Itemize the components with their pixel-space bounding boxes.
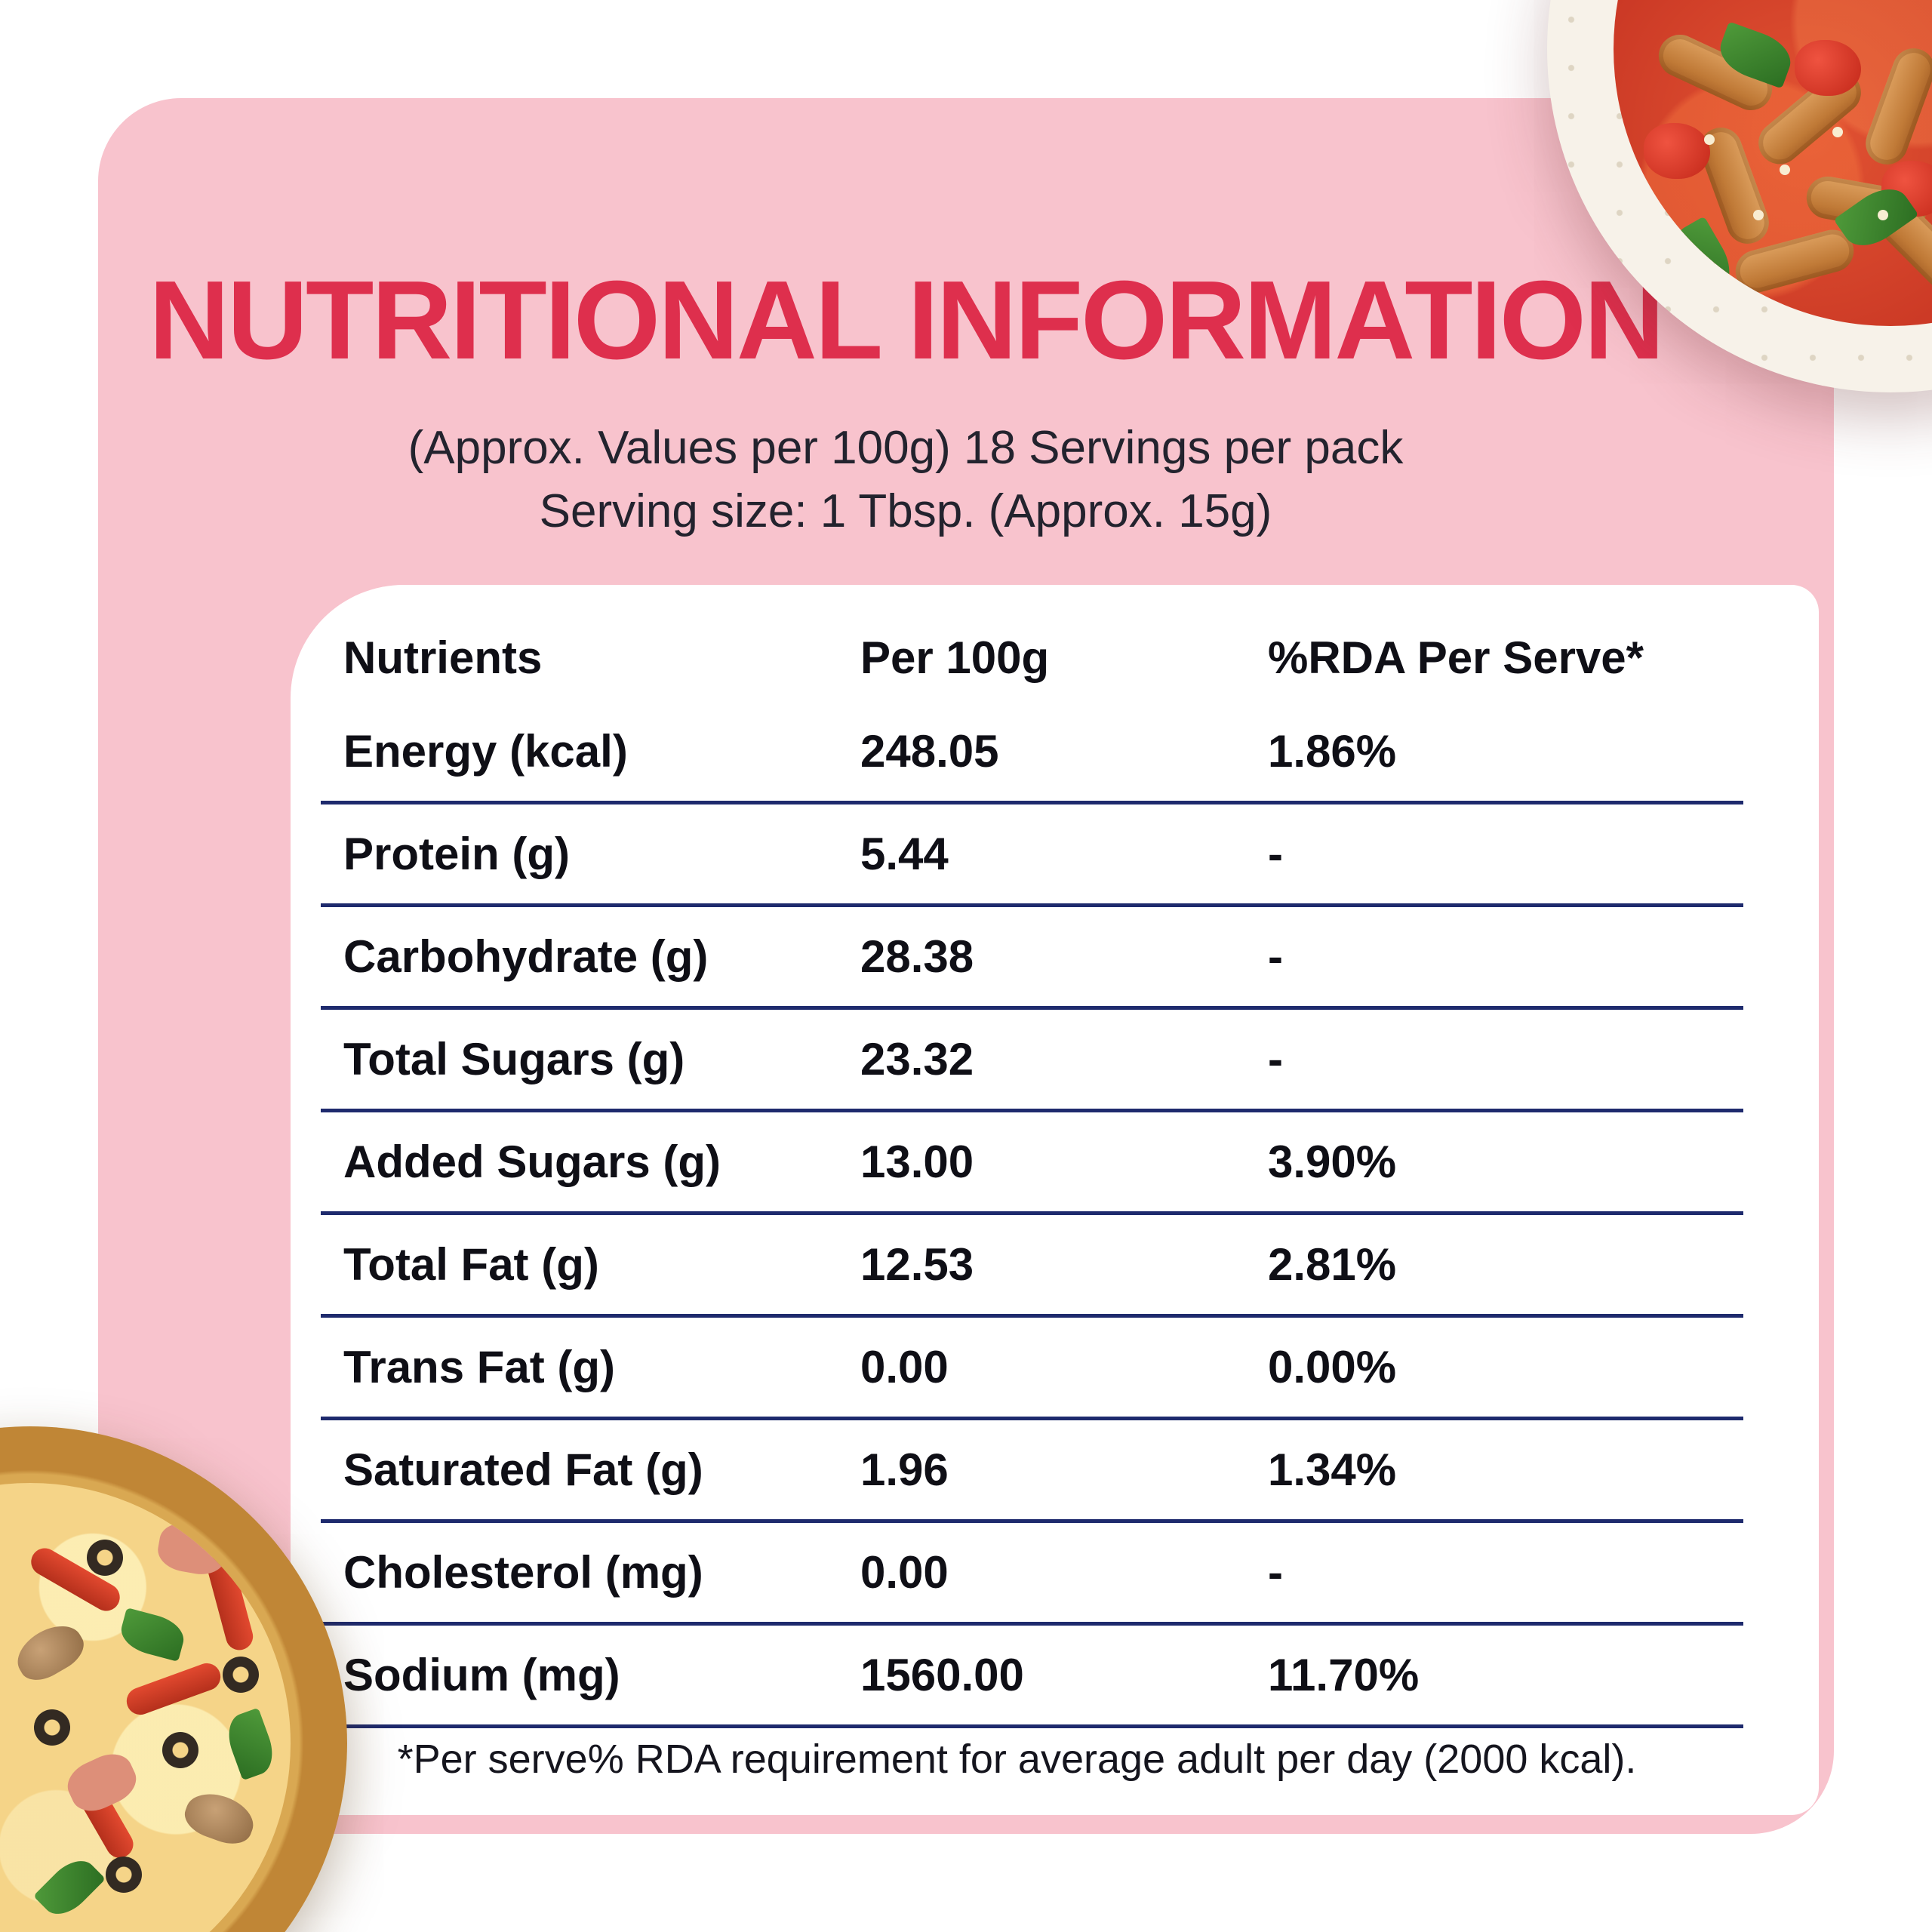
basil-leaf: [116, 1607, 189, 1662]
parmesan-speck: [1832, 127, 1843, 137]
nutrient-name-cell: Energy (kcal): [343, 726, 628, 777]
subtitle-line1: (Approx. Values per 100g) 18 Servings pe…: [408, 422, 1404, 474]
column-header-nutrients: Nutrients: [343, 632, 543, 683]
table-row: Sodium (mg) 1560.00 11.70%: [321, 1626, 1743, 1728]
tomato-chunk: [1795, 40, 1861, 96]
header: NUTRITIONAL INFORMATION (Approx. Values …: [113, 257, 1698, 543]
per-100g-cell: 23.32: [860, 1034, 974, 1084]
per-100g-cell: 12.53: [860, 1239, 974, 1290]
rda-cell: 0.00%: [1268, 1342, 1397, 1392]
nutrient-name-cell: Sodium (mg): [343, 1650, 620, 1700]
rda-cell: 11.70%: [1268, 1650, 1420, 1700]
pizza-base: [0, 1483, 291, 1932]
parmesan-speck: [1780, 165, 1790, 175]
rda-cell: -: [1268, 1034, 1283, 1084]
black-olive: [223, 1657, 259, 1693]
rda-cell: 1.34%: [1268, 1444, 1397, 1495]
table-header-row: Nutrients Per 100g %RDA Per Serve*: [321, 613, 1743, 702]
per-100g-cell: 5.44: [860, 829, 949, 879]
ham-chunk: [60, 1746, 143, 1820]
per-100g-cell: 0.00: [860, 1547, 949, 1598]
nutrient-name-cell: Protein (g): [343, 829, 570, 879]
column-header-rda-per-serve: %RDA Per Serve*: [1268, 632, 1644, 683]
rda-cell: -: [1268, 1547, 1283, 1598]
penne-piece: [1860, 42, 1932, 171]
table-row: Trans Fat (g) 0.00 0.00%: [321, 1318, 1743, 1420]
black-olive: [87, 1540, 123, 1576]
basil-leaf: [32, 1850, 106, 1924]
nutrition-table: Nutrients Per 100g %RDA Per Serve* Energ…: [321, 613, 1743, 1728]
table-row: Total Fat (g) 12.53 2.81%: [321, 1215, 1743, 1318]
parmesan-speck: [1753, 210, 1764, 220]
per-100g-cell: 0.00: [860, 1342, 949, 1392]
per-100g-cell: 1.96: [860, 1444, 949, 1495]
table-row: Saturated Fat (g) 1.96 1.34%: [321, 1420, 1743, 1523]
table-row: Carbohydrate (g) 28.38 -: [321, 907, 1743, 1010]
table-row: Energy (kcal) 248.05 1.86%: [321, 702, 1743, 804]
nutrient-name-cell: Added Sugars (g): [343, 1137, 721, 1187]
pasta-food: [1614, 0, 1932, 326]
per-100g-cell: 1560.00: [860, 1650, 1024, 1700]
rda-cell: 3.90%: [1268, 1137, 1397, 1187]
table-row: Protein (g) 5.44 -: [321, 804, 1743, 907]
page-title: NUTRITIONAL INFORMATION: [149, 258, 1665, 383]
rda-cell: 1.86%: [1268, 726, 1397, 777]
rda-cell: 2.81%: [1268, 1239, 1397, 1290]
per-100g-cell: 28.38: [860, 931, 974, 982]
table-row: Total Sugars (g) 23.32 -: [321, 1010, 1743, 1112]
per-100g-cell: 248.05: [860, 726, 999, 777]
nutrient-name-cell: Saturated Fat (g): [343, 1444, 703, 1495]
nutrient-name-cell: Total Fat (g): [343, 1239, 599, 1290]
pepper-strip: [122, 1659, 225, 1719]
parmesan-speck: [1878, 210, 1888, 220]
nutrient-name-cell: Cholesterol (mg): [343, 1547, 703, 1598]
subtitle-line2: Serving size: 1 Tbsp. (Approx. 15g): [539, 485, 1272, 537]
black-olive: [106, 1857, 142, 1893]
table-row: Cholesterol (mg) 0.00 -: [321, 1523, 1743, 1626]
nutrient-name-cell: Carbohydrate (g): [343, 931, 709, 982]
mushroom-slice: [179, 1786, 260, 1850]
nutrient-name-cell: Trans Fat (g): [343, 1342, 616, 1392]
table-panel: [291, 585, 1819, 1815]
table-row: Added Sugars (g) 13.00 3.90%: [321, 1112, 1743, 1215]
basil-leaf: [221, 1707, 280, 1781]
per-100g-cell: 13.00: [860, 1137, 974, 1187]
parmesan-speck: [1704, 134, 1715, 145]
black-olive: [34, 1709, 70, 1746]
rda-cell: -: [1268, 829, 1283, 879]
mushroom-slice: [8, 1615, 91, 1689]
rda-cell: -: [1268, 931, 1283, 982]
rda-footnote: *Per serve% RDA requirement for average …: [397, 1737, 1637, 1782]
tomato-chunk: [1644, 123, 1710, 179]
nutrient-name-cell: Total Sugars (g): [343, 1034, 685, 1084]
black-olive: [162, 1732, 198, 1768]
column-header-per-100g: Per 100g: [860, 632, 1050, 683]
pizza-on-wooden-board-photo: [0, 1426, 347, 1932]
